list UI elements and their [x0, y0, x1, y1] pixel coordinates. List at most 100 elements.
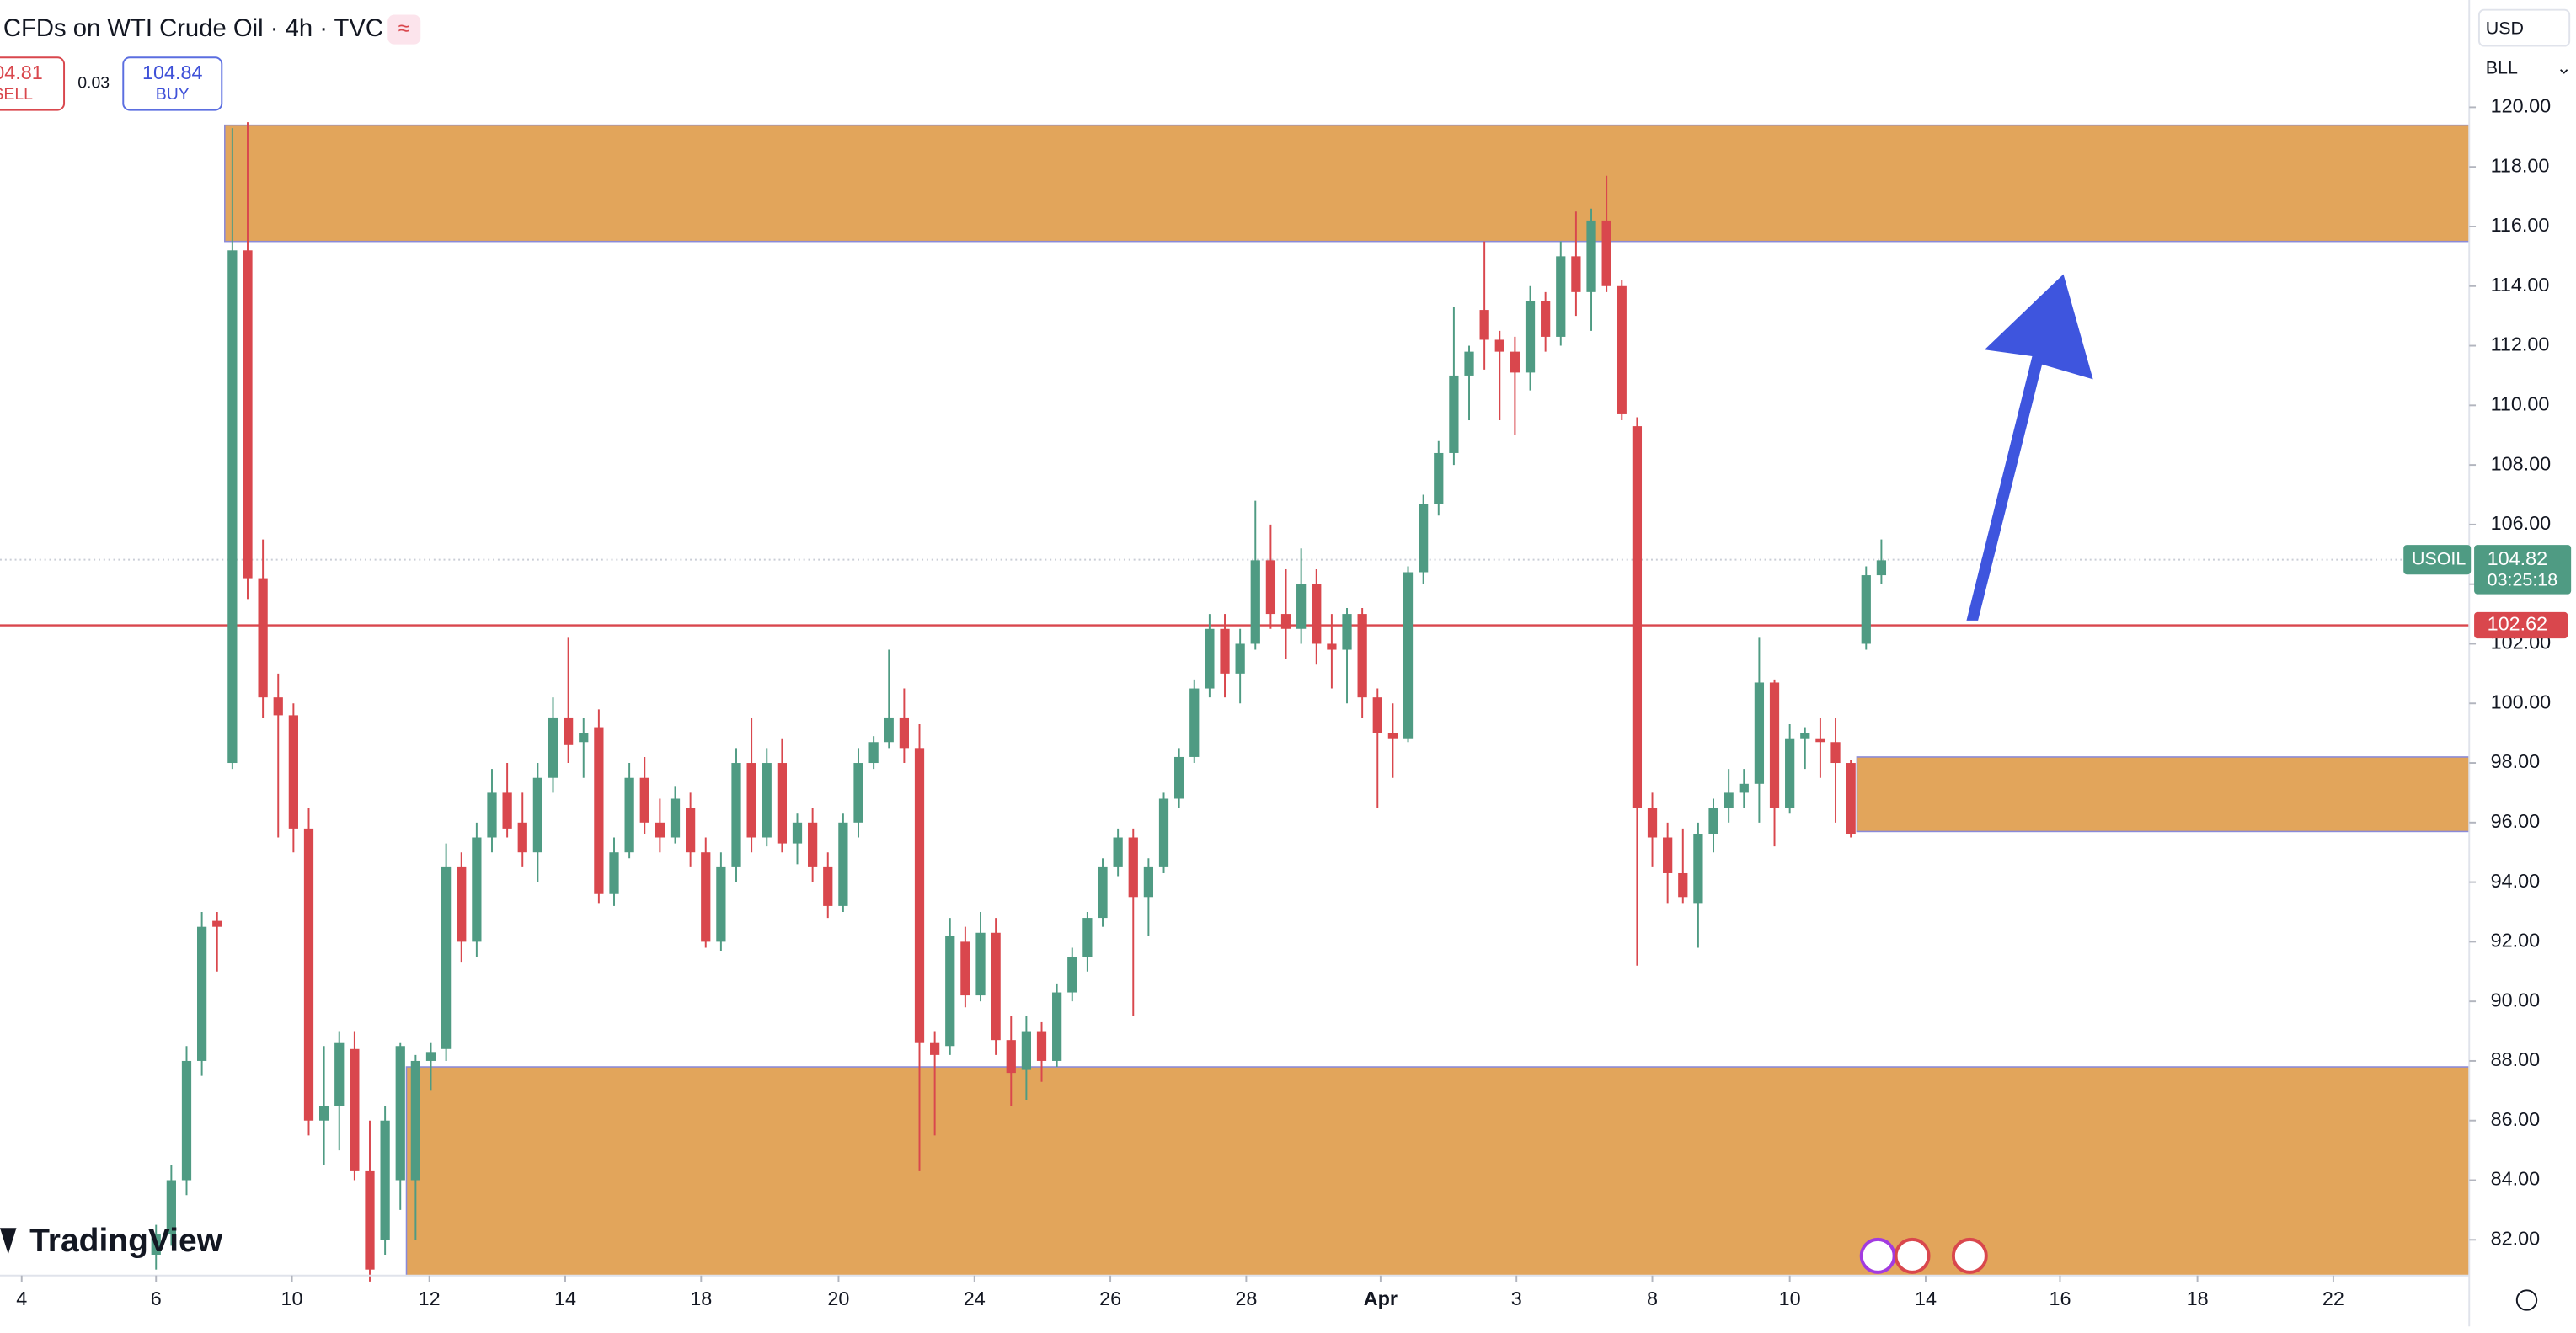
- candle-body: [1280, 614, 1291, 629]
- candle-body: [823, 866, 833, 906]
- candle-body: [1327, 643, 1337, 650]
- candle-body: [1312, 584, 1322, 644]
- candle-body: [227, 250, 238, 764]
- sell-button[interactable]: [0, 56, 66, 111]
- candle-body: [395, 1046, 405, 1181]
- candle-body: [1601, 220, 1611, 286]
- candle-body: [1525, 301, 1536, 373]
- candle-body: [564, 717, 574, 745]
- currency-button[interactable]: [2477, 8, 2571, 47]
- candle-body: [579, 733, 589, 743]
- x-tick-label: 6: [151, 1288, 162, 1309]
- candle-body: [1846, 763, 1856, 834]
- candle-body: [1876, 560, 1887, 576]
- candle-body: [441, 866, 452, 1049]
- candle-body: [1113, 837, 1123, 867]
- y-tick-label: 86.00: [2491, 1108, 2541, 1130]
- logo-mark: [0, 1228, 17, 1255]
- candle-body: [457, 866, 467, 942]
- candle-body: [1785, 738, 1795, 808]
- candle-body: [1830, 742, 1841, 764]
- settings-icon[interactable]: [2515, 1289, 2538, 1311]
- x-tick-label: 22: [2322, 1288, 2344, 1309]
- x-tick-label: 28: [1235, 1288, 1257, 1309]
- candle-body: [1265, 560, 1276, 615]
- y-tick-label: 96.00: [2491, 810, 2541, 832]
- candle-body: [731, 763, 741, 867]
- candle-body: [1098, 866, 1108, 919]
- x-tick-label: 14: [554, 1288, 576, 1309]
- candle-body: [380, 1120, 390, 1240]
- candle-body: [1449, 375, 1459, 453]
- sell-label: SELL: [0, 85, 33, 104]
- candle-body: [655, 822, 665, 838]
- candle-body: [1647, 808, 1658, 838]
- x-tick-label: 14: [1915, 1288, 1937, 1309]
- candle-body: [472, 837, 482, 942]
- candle-body: [1174, 756, 1184, 799]
- candle-body: [1724, 792, 1734, 808]
- symbol-label: USOIL: [2412, 548, 2466, 568]
- candle-body: [303, 828, 314, 1121]
- candle-body: [701, 852, 711, 942]
- candle-body: [1434, 452, 1444, 504]
- candle-body: [517, 822, 527, 853]
- candle-body: [425, 1052, 436, 1061]
- x-tick-label: 10: [281, 1288, 303, 1309]
- candle-body: [930, 1042, 940, 1055]
- candle-body: [1296, 584, 1307, 629]
- buy-label: BUY: [156, 85, 190, 104]
- candle-body: [1663, 837, 1673, 873]
- last-price-tag: [2474, 545, 2572, 595]
- candle-body: [334, 1042, 345, 1106]
- candle-body: [1693, 834, 1703, 904]
- plot-area: [0, 122, 2471, 1282]
- y-tick-label: 118.00: [2491, 154, 2550, 176]
- candle-body: [1189, 688, 1200, 757]
- candle-body: [945, 936, 955, 1047]
- y-tick-label: 106.00: [2491, 512, 2552, 534]
- candle-body: [609, 852, 619, 894]
- hline-price: 102.62: [2488, 613, 2548, 635]
- candle-body: [1387, 733, 1398, 739]
- candle-body: [212, 920, 222, 927]
- buy-button[interactable]: [122, 56, 223, 111]
- candle-body: [196, 926, 207, 1061]
- candle-body: [1067, 957, 1077, 993]
- x-tick-label: 16: [2049, 1288, 2071, 1309]
- candle-body: [808, 822, 818, 867]
- candle-body: [502, 792, 512, 829]
- candle-body: [1586, 220, 1596, 292]
- candle-body: [350, 1048, 360, 1171]
- countdown: 03:25:18: [2488, 570, 2557, 590]
- arrow-annotation: [1966, 274, 2093, 621]
- candle-body: [1052, 992, 1062, 1061]
- zone: [405, 1066, 2471, 1277]
- x-tick-label: 4: [16, 1288, 27, 1309]
- y-tick-label: 98.00: [2491, 750, 2541, 772]
- candle-body: [1571, 256, 1581, 292]
- candle-body: [1235, 643, 1245, 674]
- candle-body: [365, 1170, 375, 1270]
- x-tick-label: 26: [1099, 1288, 1121, 1309]
- candle-body: [868, 742, 879, 764]
- event-icon[interactable]: [1859, 1237, 1896, 1274]
- candle-body: [991, 932, 1001, 1041]
- logo: TradingView: [29, 1223, 223, 1259]
- candle-body: [1021, 1031, 1032, 1070]
- sell-price: 104.81: [0, 61, 43, 83]
- event-icon[interactable]: [1894, 1237, 1931, 1274]
- event-icon[interactable]: [1951, 1237, 1988, 1274]
- candle-body: [716, 866, 726, 942]
- candle-body: [670, 798, 681, 838]
- candle-body: [1754, 682, 1765, 784]
- last-price: 104.82: [2488, 547, 2548, 569]
- symbol-tag: [2403, 545, 2472, 575]
- candle-body: [410, 1060, 420, 1181]
- candle-body: [746, 763, 756, 838]
- candle-body: [1861, 575, 1871, 644]
- zone: [1856, 756, 2471, 833]
- candle-body: [1372, 697, 1382, 733]
- candle-body: [777, 763, 787, 844]
